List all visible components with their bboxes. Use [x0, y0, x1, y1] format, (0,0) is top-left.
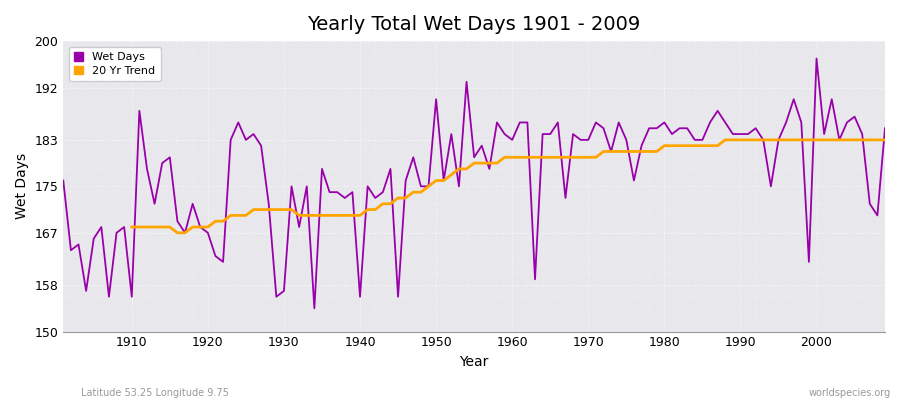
- Y-axis label: Wet Days: Wet Days: [15, 153, 29, 220]
- Text: worldspecies.org: worldspecies.org: [809, 388, 891, 398]
- X-axis label: Year: Year: [460, 355, 489, 369]
- Legend: Wet Days, 20 Yr Trend: Wet Days, 20 Yr Trend: [68, 47, 161, 81]
- Title: Yearly Total Wet Days 1901 - 2009: Yearly Total Wet Days 1901 - 2009: [308, 15, 641, 34]
- Text: Latitude 53.25 Longitude 9.75: Latitude 53.25 Longitude 9.75: [81, 388, 229, 398]
